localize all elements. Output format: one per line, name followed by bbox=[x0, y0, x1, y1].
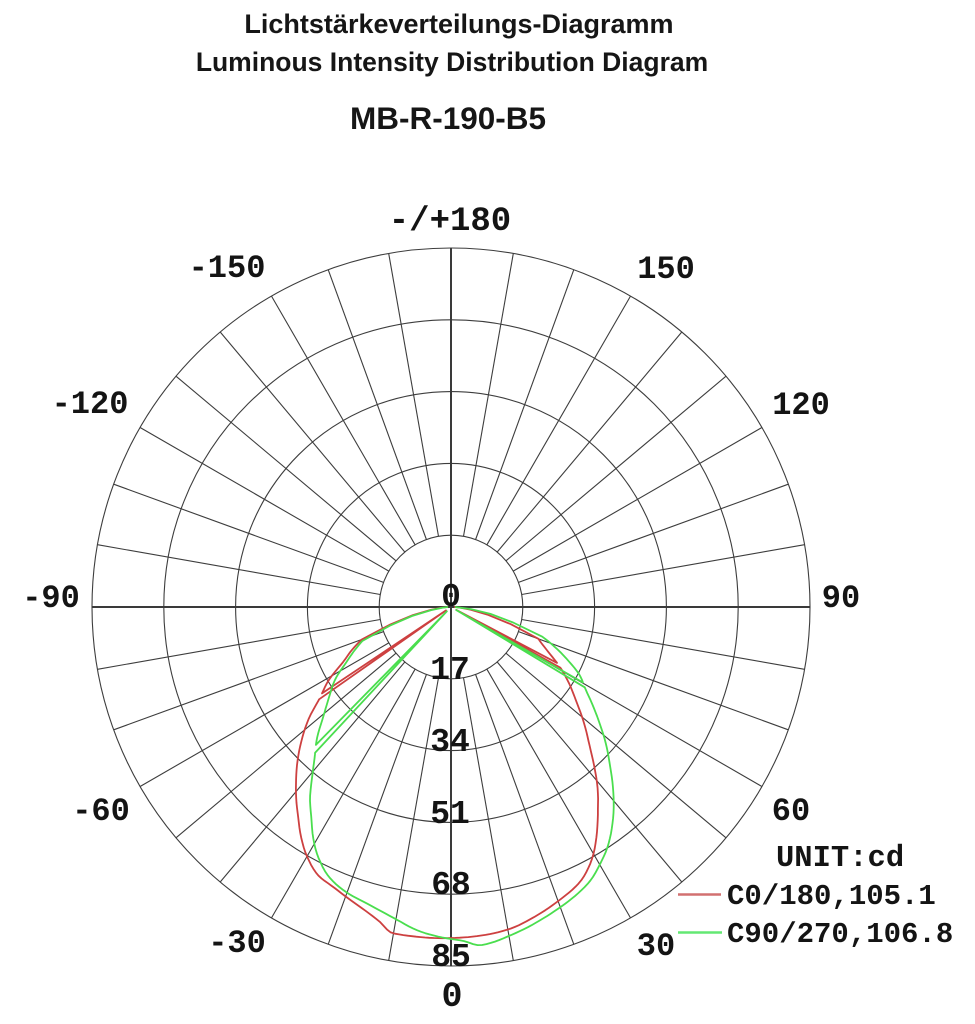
svg-text:C90/270,106.8: C90/270,106.8 bbox=[727, 918, 953, 951]
svg-text:0: 0 bbox=[441, 579, 461, 616]
svg-text:0: 0 bbox=[441, 977, 462, 1017]
svg-text:60: 60 bbox=[772, 793, 810, 830]
svg-text:17: 17 bbox=[430, 652, 470, 689]
svg-text:90: 90 bbox=[822, 580, 860, 617]
svg-text:-60: -60 bbox=[72, 793, 130, 830]
svg-text:34: 34 bbox=[430, 724, 470, 761]
svg-text:68: 68 bbox=[431, 867, 471, 904]
svg-text:Lichtstärkeverteilungs-Diagram: Lichtstärkeverteilungs-Diagramm bbox=[244, 9, 673, 39]
svg-text:51: 51 bbox=[430, 796, 470, 833]
svg-text:120: 120 bbox=[772, 387, 830, 424]
svg-text:85: 85 bbox=[431, 939, 471, 976]
svg-text:Luminous Intensity Distributio: Luminous Intensity Distribution Diagram bbox=[196, 47, 708, 77]
svg-text:-90: -90 bbox=[22, 580, 80, 617]
svg-text:UNIT:cd: UNIT:cd bbox=[776, 842, 904, 876]
svg-text:C0/180,105.1: C0/180,105.1 bbox=[727, 880, 936, 913]
svg-text:-30: -30 bbox=[208, 925, 266, 962]
svg-text:150: 150 bbox=[637, 251, 695, 288]
svg-text:-/+180: -/+180 bbox=[389, 203, 511, 241]
svg-text:MB-R-190-B5: MB-R-190-B5 bbox=[350, 100, 546, 136]
svg-text:30: 30 bbox=[637, 928, 675, 965]
svg-text:-120: -120 bbox=[52, 386, 129, 423]
svg-text:-150: -150 bbox=[189, 250, 266, 287]
